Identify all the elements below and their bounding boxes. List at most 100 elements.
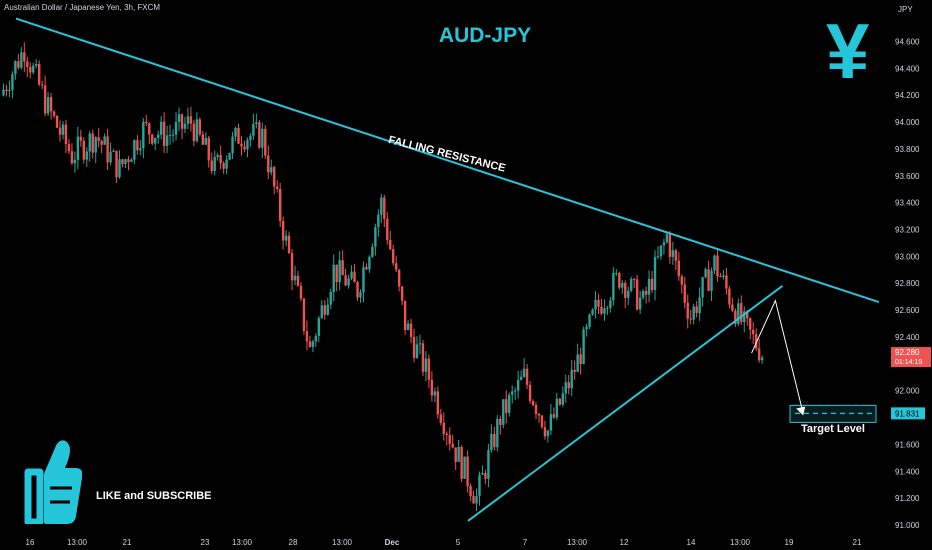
candle-body <box>719 275 722 277</box>
currency-label: JPY <box>898 5 913 14</box>
candle-body <box>710 270 713 291</box>
candle-body <box>534 404 538 414</box>
candle-body <box>20 52 23 68</box>
candle-body <box>406 323 410 330</box>
yen-icon: ¥ <box>826 7 870 95</box>
candle-body <box>478 474 481 497</box>
candle-body <box>299 285 303 299</box>
candle-body <box>615 272 618 274</box>
candle-body <box>522 368 526 377</box>
candle-body <box>380 197 383 215</box>
candle-body <box>100 140 103 145</box>
candle-body <box>421 343 425 372</box>
candle-body <box>740 303 743 323</box>
candle-body <box>555 398 559 418</box>
candle-body <box>460 446 463 479</box>
x-tick-label: Dec <box>385 538 400 547</box>
candle-body <box>496 418 499 448</box>
y-tick-label: 94.000 <box>895 118 920 127</box>
candle-body <box>148 123 151 135</box>
candle-body <box>273 167 276 187</box>
candle-body <box>716 255 719 276</box>
candle-body <box>540 415 544 428</box>
candle-body <box>275 186 279 189</box>
candle-body <box>43 85 47 114</box>
candle-body <box>466 456 469 487</box>
candle-body <box>582 329 585 365</box>
candle-body <box>264 128 267 156</box>
candle-body <box>85 151 88 160</box>
candle-body <box>55 115 59 128</box>
candle-body <box>653 257 657 291</box>
candle-body <box>8 89 11 91</box>
candle-body <box>698 297 701 314</box>
candle-body <box>609 300 612 308</box>
candle-body <box>472 495 475 504</box>
candle-body <box>671 250 675 257</box>
candle-body <box>389 240 392 250</box>
candle-body <box>287 235 291 254</box>
candle-body <box>573 369 576 372</box>
candle-body <box>228 153 231 160</box>
candle-body <box>91 133 94 153</box>
y-tick-label: 94.400 <box>895 64 920 73</box>
x-tick-label: 21 <box>123 538 132 547</box>
y-tick-label: 94.600 <box>895 37 920 46</box>
candle-body <box>683 284 686 303</box>
candle-body <box>240 143 243 147</box>
candle-body <box>588 314 591 327</box>
candle-body <box>579 354 582 365</box>
candle-body <box>430 379 434 396</box>
candle-body <box>58 127 62 135</box>
candle-body <box>329 292 332 305</box>
price-axis: 94.600 94.400 94.200 94.000 93.800 93.600 93.4… <box>895 37 920 530</box>
candle-body <box>290 253 294 281</box>
candle-body <box>353 271 356 283</box>
candle-body <box>397 269 401 287</box>
candle-body <box>261 128 264 148</box>
projection-arrowhead <box>796 406 806 416</box>
candle-body <box>549 414 553 431</box>
candle-body <box>186 116 190 124</box>
candle-body <box>213 156 216 172</box>
candle-body <box>365 267 368 270</box>
candle-body <box>734 310 737 325</box>
candle-body <box>26 61 29 67</box>
x-tick-label: 19 <box>785 538 794 547</box>
candle-body <box>362 267 365 293</box>
candle-body <box>383 197 386 219</box>
candle-body <box>692 306 695 320</box>
y-tick-label: 92.800 <box>895 279 920 288</box>
candle-body <box>246 140 249 150</box>
candle-body <box>156 134 160 138</box>
x-tick-label: 28 <box>289 538 298 547</box>
candle-body <box>311 341 315 348</box>
candle-body <box>728 288 731 305</box>
candle-body <box>638 297 642 310</box>
candle-body <box>159 121 163 135</box>
candle-body <box>659 245 663 257</box>
candle-body <box>320 305 324 319</box>
price-tags: 92.280 01:14:19 91.831 <box>891 347 931 420</box>
candle-body <box>192 123 196 142</box>
y-tick-label: 92.600 <box>895 306 920 315</box>
candle-body <box>707 269 710 291</box>
candle-body <box>314 335 318 342</box>
candle-body <box>531 401 535 405</box>
candle-body <box>403 300 407 330</box>
candle-body <box>749 318 752 330</box>
y-tick-label: 91.000 <box>895 521 920 530</box>
candle-body <box>415 344 419 358</box>
candle-body <box>284 235 288 241</box>
candle-body <box>392 249 395 264</box>
candle-body <box>448 435 451 444</box>
candle-body <box>656 256 660 258</box>
candle-body <box>162 121 166 146</box>
candle-body <box>412 337 416 358</box>
candle-body <box>171 134 175 136</box>
candle-body <box>121 159 124 165</box>
candle-body <box>475 496 478 504</box>
candle-body <box>130 159 133 162</box>
candle-body <box>145 121 148 124</box>
